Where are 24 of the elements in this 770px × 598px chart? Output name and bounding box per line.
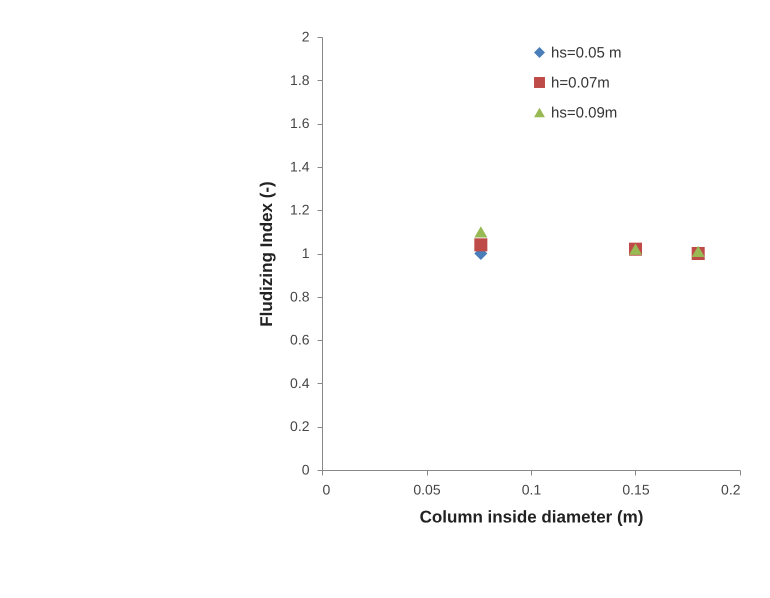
y-tick-label: 0: [302, 462, 310, 478]
x-tick-label: 0.15: [622, 482, 650, 498]
x-tick-label: 0.1: [522, 482, 542, 498]
legend-label: hs=0.09m: [551, 104, 618, 122]
x-axis-title: Column inside diameter (m): [420, 508, 644, 526]
y-tick-label: 1.4: [290, 158, 310, 174]
y-tick-label: 0.8: [290, 288, 310, 304]
y-tick-label: 0.6: [290, 332, 310, 348]
y-tick-label: 2: [302, 28, 310, 44]
y-axis-title: Fludizing Index (-): [257, 181, 276, 327]
y-tick-label: 1.8: [290, 72, 310, 88]
y-tick-label: 1.6: [290, 115, 310, 132]
x-tick-label: 0.2: [721, 482, 741, 498]
point: [692, 246, 705, 257]
y-tick-label: 0.4: [290, 374, 310, 391]
x-tick-label: 0: [322, 482, 330, 498]
y-tick-label: 0.2: [290, 418, 310, 434]
point: [474, 238, 488, 252]
x-tick-label: 0.05: [413, 482, 441, 498]
y-tick-label: 1.2: [290, 202, 310, 218]
point: [474, 226, 488, 238]
legend-label: hs=0.05 m: [551, 44, 622, 62]
y-tick-label: 1: [302, 245, 310, 261]
legend-label: h=0.07m: [551, 74, 610, 92]
